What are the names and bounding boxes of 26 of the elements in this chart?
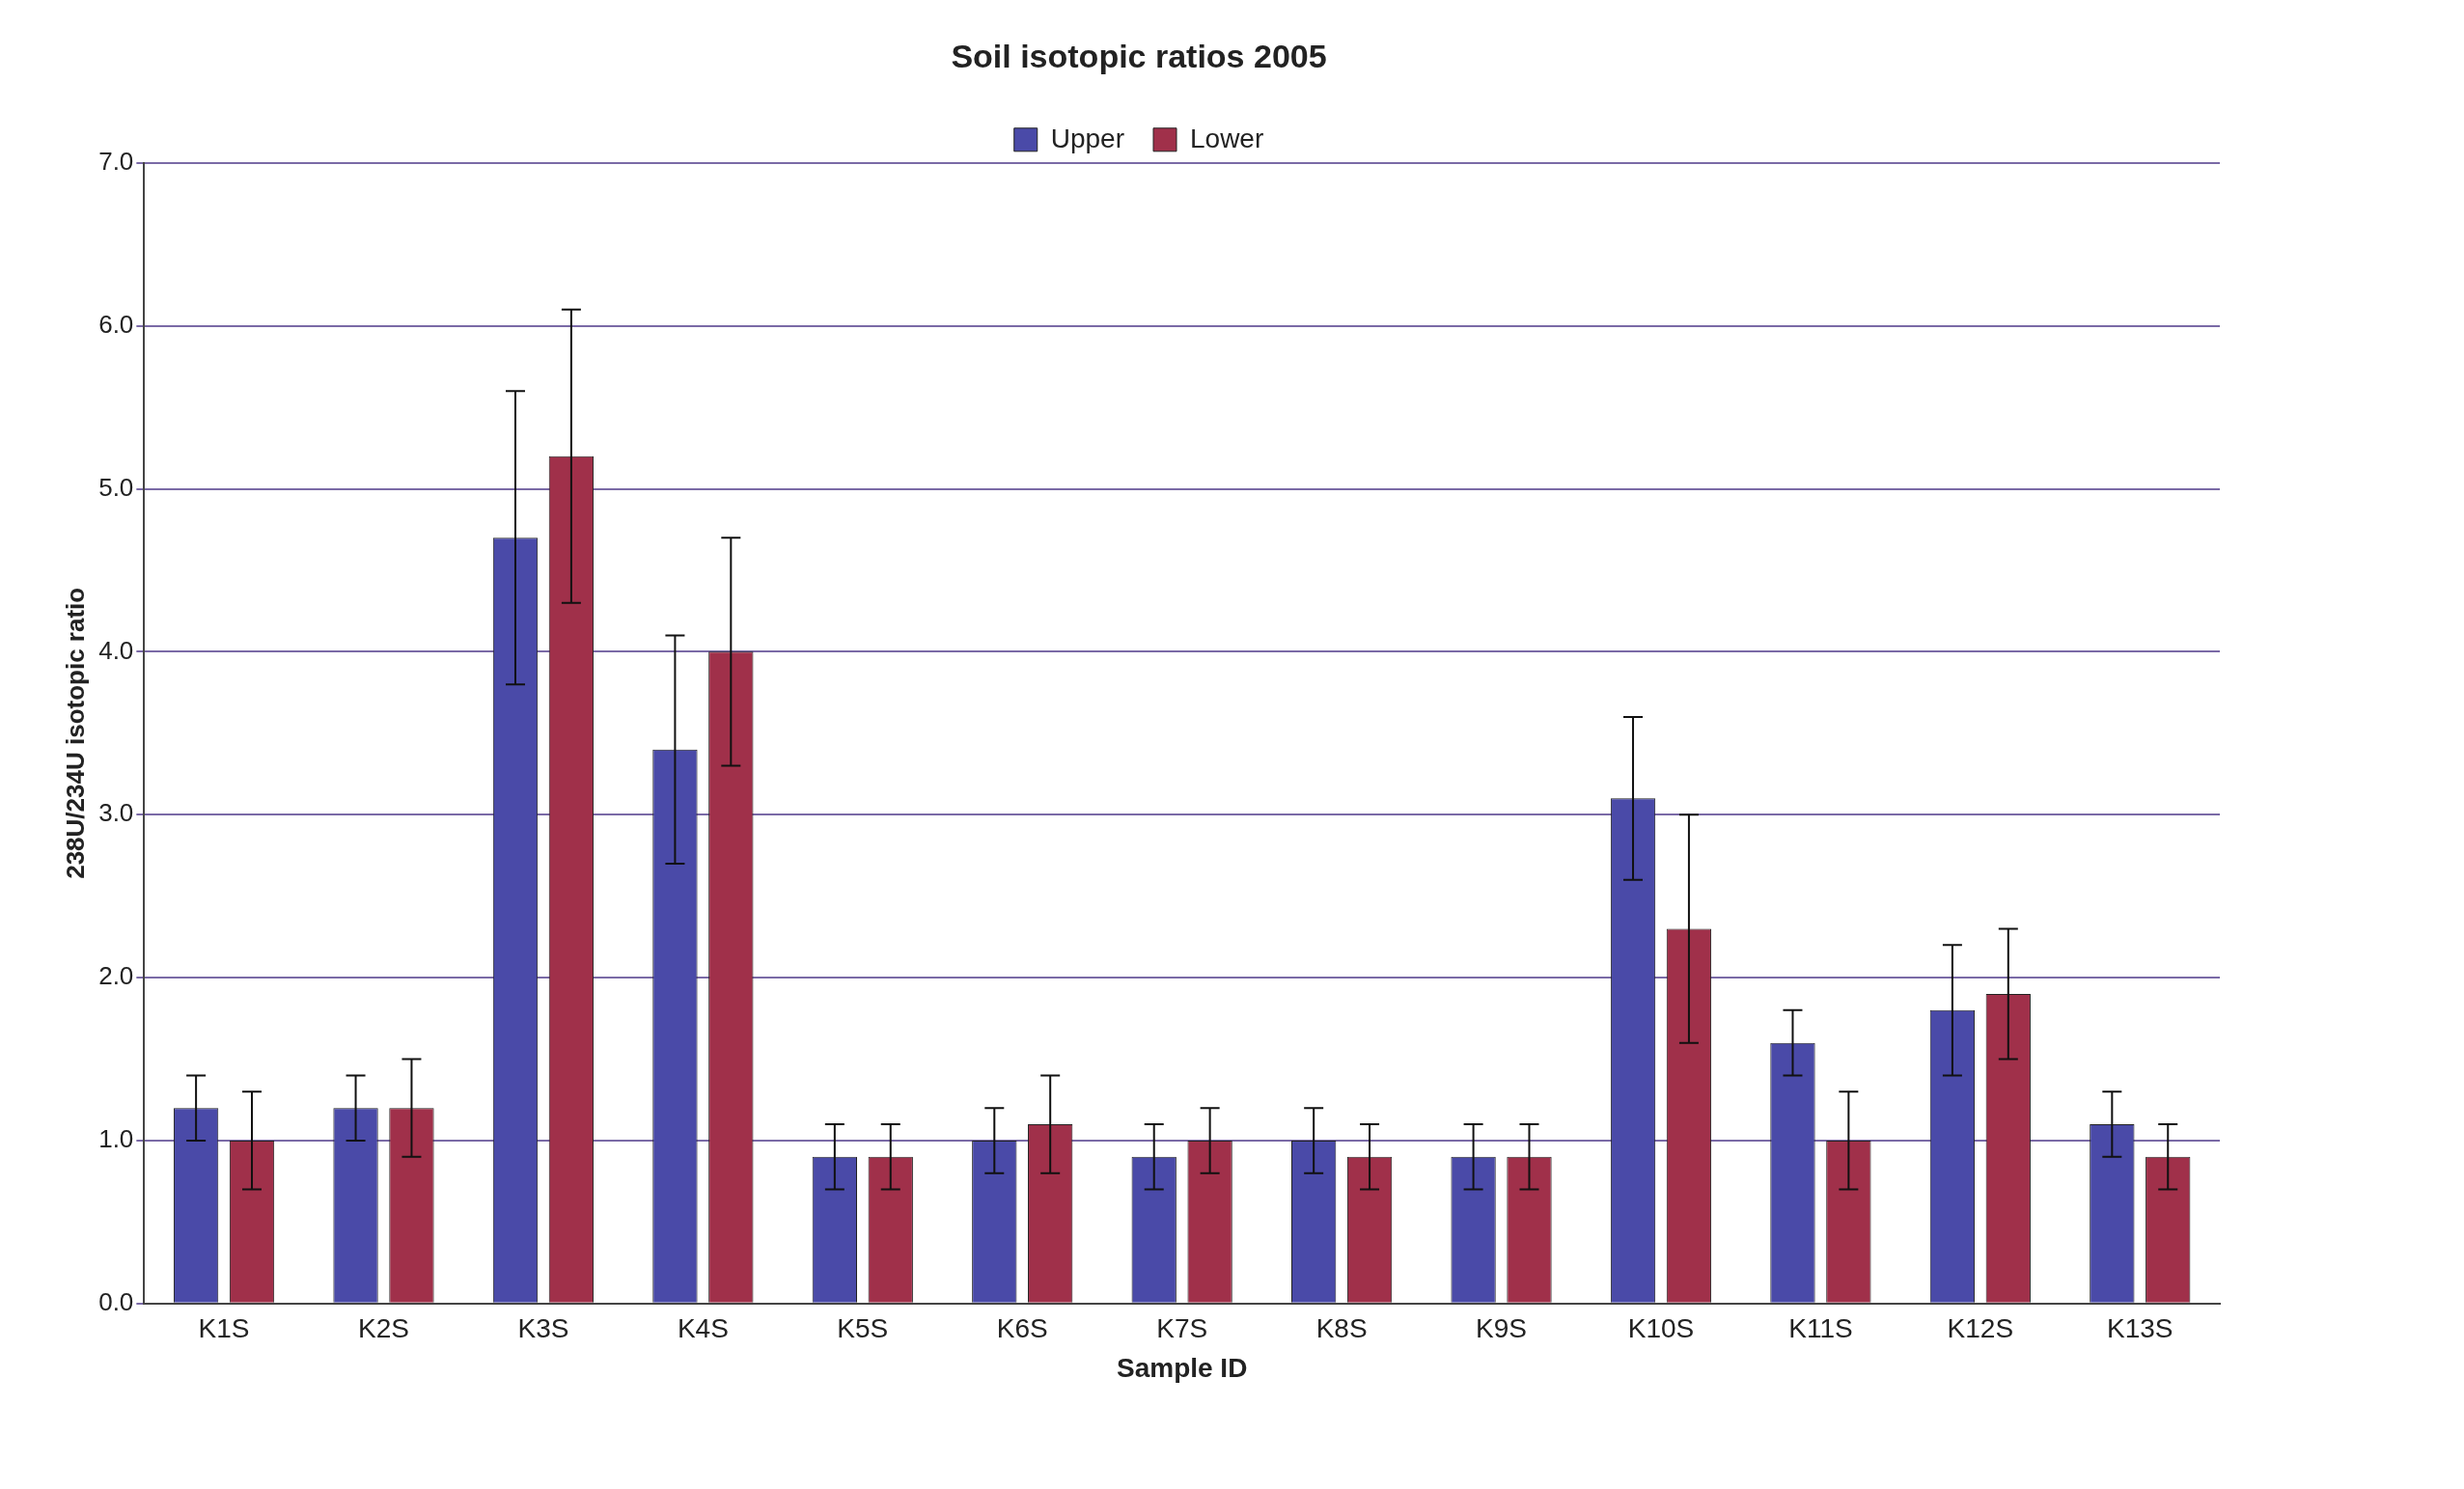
x-tick-label: K2S	[358, 1313, 409, 1344]
x-tick-label: K4S	[677, 1313, 729, 1344]
y-tick-label: 4.0	[98, 635, 134, 665]
y-tick-label: 7.0	[98, 146, 134, 176]
x-tick-label: K5S	[837, 1313, 889, 1344]
x-tick-label: K6S	[996, 1313, 1048, 1344]
y-tick-label: 0.0	[98, 1286, 134, 1316]
y-tick-label: 1.0	[98, 1124, 134, 1154]
y-tick-label: 5.0	[98, 472, 134, 502]
x-tick-label: K1S	[198, 1313, 250, 1344]
y-axis-title: 238U/234U isotopic ratio	[60, 587, 90, 879]
x-tick-label: K3S	[517, 1313, 569, 1344]
x-tick-label: K12S	[1947, 1313, 2014, 1344]
x-tick-label: K7S	[1156, 1313, 1208, 1344]
legend-label: Lower	[1190, 123, 1264, 153]
x-tick-label: K9S	[1476, 1313, 1528, 1344]
y-tick-label: 6.0	[98, 309, 134, 339]
x-tick-label: K11S	[1788, 1313, 1853, 1344]
x-tick-label: K10S	[1627, 1313, 1695, 1344]
x-tick-label: K13S	[2107, 1313, 2173, 1344]
chart-title: Soil isotopic ratios 2005	[951, 37, 1327, 74]
x-axis-title: Sample ID	[1116, 1352, 1248, 1383]
y-tick-label: 2.0	[98, 961, 134, 991]
legend-label: Upper	[1050, 123, 1124, 153]
x-tick-label: K8S	[1315, 1313, 1368, 1344]
y-tick-label: 3.0	[98, 798, 134, 828]
